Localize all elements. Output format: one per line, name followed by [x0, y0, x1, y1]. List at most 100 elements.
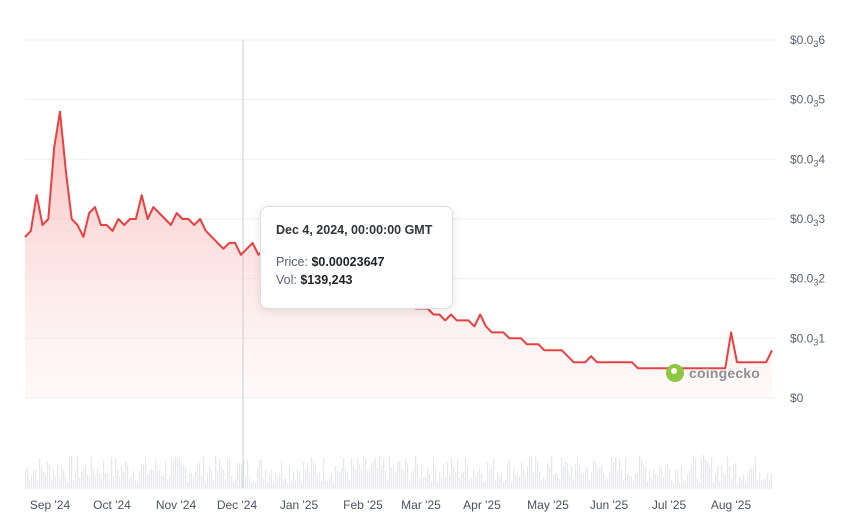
volume-bar	[467, 467, 469, 489]
volume-bar	[739, 476, 741, 489]
volume-bar	[593, 459, 595, 489]
volume-bar	[181, 462, 183, 489]
volume-bar	[213, 480, 215, 489]
volume-bar	[545, 479, 547, 489]
volume-bar	[755, 456, 757, 489]
volume-bar	[353, 464, 355, 489]
volume-bar	[235, 478, 237, 489]
volume-bar	[327, 481, 329, 489]
volume-bar	[499, 476, 501, 489]
volume-bar	[543, 477, 545, 489]
volume-bar	[143, 464, 145, 489]
volume-bar	[259, 459, 261, 489]
volume-bar	[641, 460, 643, 489]
volume-bar	[441, 477, 443, 489]
volume-bar	[237, 463, 239, 489]
volume-bar	[657, 476, 659, 489]
volume-bar	[661, 467, 663, 489]
gecko-icon	[666, 364, 684, 382]
volume-bar	[247, 459, 249, 489]
volume-bar	[559, 478, 561, 489]
volume-bar	[101, 478, 103, 489]
tooltip-price-value: $0.00023647	[311, 255, 385, 269]
volume-bar	[187, 482, 189, 489]
volume-bar	[55, 476, 57, 489]
volume-bar	[291, 480, 293, 489]
volume-bar	[399, 461, 401, 489]
volume-bar	[333, 482, 335, 489]
volume-bar	[603, 472, 605, 489]
volume-bar	[41, 466, 43, 489]
volume-bar	[501, 472, 503, 489]
volume-bar	[117, 469, 119, 489]
volume-bar	[743, 473, 745, 489]
volume-bar	[119, 476, 121, 489]
volume-bar	[729, 466, 731, 489]
volume-bar	[443, 464, 445, 489]
volume-bar	[451, 457, 453, 489]
volume-bar	[563, 465, 565, 489]
volume-bar	[159, 470, 161, 489]
volume-bar	[265, 469, 267, 489]
volume-bar	[373, 460, 375, 489]
volume-bar	[193, 476, 195, 489]
volume-bar	[167, 479, 169, 489]
volume-bar	[683, 480, 685, 489]
x-tick-label: Jun '25	[590, 498, 629, 512]
volume-bar	[575, 463, 577, 489]
x-tick-label: Nov '24	[156, 498, 197, 512]
volume-bar	[161, 475, 163, 489]
volume-bar	[261, 459, 263, 489]
x-tick-label: Oct '24	[93, 498, 131, 512]
volume-bar	[615, 457, 617, 489]
volume-bar	[767, 473, 769, 489]
volume-bar	[335, 466, 337, 489]
volume-bar	[523, 469, 525, 489]
volume-bar	[241, 464, 243, 489]
volume-bar	[645, 467, 647, 489]
volume-bar	[269, 475, 271, 489]
volume-bar	[411, 472, 413, 489]
volume-bar	[243, 458, 245, 489]
volume-bar	[681, 465, 683, 489]
volume-bar	[347, 471, 349, 489]
volume-bar	[29, 479, 31, 489]
volume-bar	[475, 475, 477, 489]
volume-bar	[85, 464, 87, 489]
volume-bar	[491, 467, 493, 489]
volume-bar	[691, 464, 693, 489]
tooltip-vol-label: Vol:	[276, 273, 297, 287]
volume-bar	[521, 462, 523, 489]
volume-bar	[463, 471, 465, 489]
volume-bars	[25, 455, 773, 489]
volume-bar	[447, 462, 449, 489]
x-tick-label: Mar '25	[401, 498, 441, 512]
volume-bar	[145, 456, 147, 489]
volume-bar	[665, 466, 667, 489]
volume-bar	[201, 475, 203, 489]
volume-bar	[219, 458, 221, 489]
volume-bar	[561, 457, 563, 489]
volume-bar	[59, 478, 61, 489]
volume-bar	[433, 456, 435, 489]
volume-bar	[633, 481, 635, 489]
volume-bar	[649, 470, 651, 489]
volume-bar	[439, 472, 441, 489]
volume-bar	[287, 482, 289, 489]
volume-bar	[177, 457, 179, 489]
volume-bar	[391, 467, 393, 489]
volume-bar	[209, 466, 211, 489]
y-tick-label: $0	[790, 391, 804, 405]
volume-bar	[747, 475, 749, 489]
volume-bar	[395, 472, 397, 489]
volume-bar	[103, 461, 105, 489]
volume-bar	[707, 461, 709, 489]
volume-bar	[735, 463, 737, 489]
volume-bar	[245, 476, 247, 489]
volume-bar	[323, 458, 325, 489]
volume-bar	[367, 471, 369, 489]
volume-bar	[43, 471, 45, 489]
volume-bar	[697, 478, 699, 489]
volume-bar	[45, 475, 47, 489]
